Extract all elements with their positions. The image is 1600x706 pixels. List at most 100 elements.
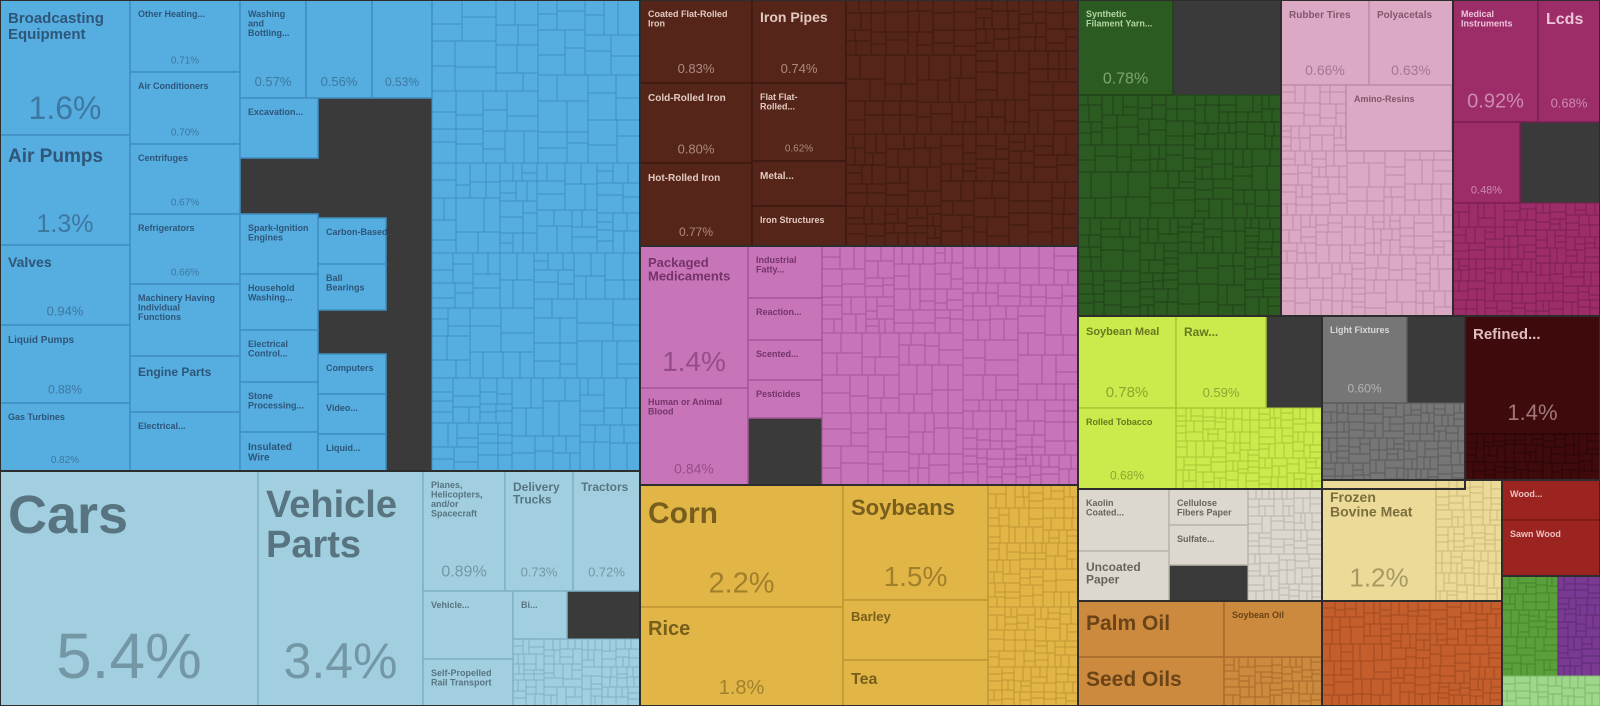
treemap-tile[interactable] xyxy=(1501,519,1600,577)
treemap-tile[interactable] xyxy=(747,339,823,381)
treemap-tile[interactable] xyxy=(1223,600,1323,658)
treemap-tile[interactable] xyxy=(751,205,847,247)
treemap-tile xyxy=(1517,582,1527,595)
tile-label: Cars xyxy=(8,485,128,545)
treemap-tile[interactable] xyxy=(317,353,387,395)
treemap-tile xyxy=(1453,546,1465,552)
treemap-tile xyxy=(850,412,869,434)
treemap-tile[interactable] xyxy=(842,484,989,601)
treemap-tile[interactable] xyxy=(639,162,753,247)
treemap-tile[interactable] xyxy=(0,0,131,136)
treemap-tile[interactable] xyxy=(129,213,241,285)
treemap-tile[interactable] xyxy=(1537,0,1600,123)
treemap-tile[interactable] xyxy=(371,0,433,99)
treemap-tile xyxy=(1469,678,1479,691)
treemap-tile[interactable] xyxy=(842,599,989,661)
treemap-tile xyxy=(1070,606,1079,625)
treemap-tile xyxy=(974,245,988,269)
treemap-tile xyxy=(626,442,641,472)
treemap-tile[interactable] xyxy=(1077,0,1174,96)
treemap-tile[interactable] xyxy=(239,273,319,331)
treemap-tile xyxy=(1247,563,1261,572)
treemap-tile xyxy=(1585,627,1600,638)
treemap-tile xyxy=(867,428,887,453)
treemap-tile xyxy=(1342,462,1354,477)
treemap-tile[interactable] xyxy=(0,244,131,326)
treemap-tile[interactable] xyxy=(512,590,568,640)
treemap-tile[interactable] xyxy=(1321,315,1408,404)
treemap-tile[interactable] xyxy=(747,297,823,341)
treemap-tile[interactable] xyxy=(239,381,319,433)
treemap-tile[interactable] xyxy=(305,0,373,99)
treemap-tile xyxy=(1120,290,1141,308)
treemap-tile[interactable] xyxy=(747,379,823,419)
treemap-tile xyxy=(593,649,603,668)
treemap-tile[interactable] xyxy=(239,97,319,159)
treemap-tile xyxy=(1258,505,1266,517)
treemap-tile xyxy=(556,686,567,706)
treemap-tile xyxy=(885,412,910,438)
treemap-tile xyxy=(973,197,996,218)
treemap-tile[interactable] xyxy=(129,283,241,357)
treemap-tile xyxy=(523,669,535,675)
treemap-tile xyxy=(1217,122,1230,134)
treemap-tile xyxy=(1439,665,1456,677)
treemap-tile[interactable] xyxy=(317,217,387,265)
treemap-tile[interactable] xyxy=(422,470,506,592)
treemap-tile[interactable] xyxy=(1168,524,1249,566)
treemap-tile[interactable] xyxy=(129,355,241,413)
treemap-tile xyxy=(1537,691,1549,698)
treemap-tile xyxy=(536,225,558,254)
treemap-tile xyxy=(994,591,1006,598)
treemap-tile xyxy=(962,282,979,294)
treemap-tile[interactable] xyxy=(639,82,753,164)
treemap-tile[interactable] xyxy=(129,143,241,215)
treemap-tile[interactable] xyxy=(842,659,989,706)
treemap-tile[interactable] xyxy=(1368,0,1454,86)
treemap-tile xyxy=(477,433,499,444)
treemap-tile[interactable] xyxy=(129,411,241,472)
treemap-tile[interactable] xyxy=(1077,550,1170,602)
treemap-tile[interactable] xyxy=(257,470,424,706)
treemap-tile xyxy=(1309,214,1317,228)
treemap-tile[interactable] xyxy=(422,658,514,706)
treemap-tile xyxy=(564,377,581,402)
treemap-tile[interactable] xyxy=(1452,121,1521,204)
treemap-tile xyxy=(1504,443,1515,463)
treemap-tile xyxy=(1033,166,1058,183)
tile-value: 0.56% xyxy=(321,74,358,89)
treemap-tile xyxy=(1248,675,1256,688)
treemap-tile[interactable] xyxy=(1345,84,1453,152)
treemap-tile xyxy=(1295,204,1313,216)
treemap-tile xyxy=(1330,411,1338,424)
treemap-tile[interactable] xyxy=(317,263,387,311)
treemap-tile[interactable] xyxy=(422,590,514,660)
treemap-tile xyxy=(622,656,630,668)
treemap-tile[interactable] xyxy=(317,393,387,435)
treemap-tile xyxy=(1139,228,1149,244)
treemap-tile[interactable] xyxy=(1077,407,1177,490)
treemap-tile xyxy=(1377,254,1390,269)
treemap-tile xyxy=(1589,299,1600,309)
treemap-tile xyxy=(1514,675,1531,684)
treemap-tile[interactable] xyxy=(1501,479,1600,521)
treemap-tile[interactable] xyxy=(1321,479,1437,602)
treemap-tile[interactable] xyxy=(751,160,847,207)
treemap-tile xyxy=(1344,273,1353,289)
treemap-tile xyxy=(1001,466,1017,475)
treemap-tile xyxy=(1390,600,1400,616)
treemap-tile[interactable] xyxy=(751,82,847,162)
treemap-tile[interactable] xyxy=(572,470,641,592)
treemap-tile[interactable] xyxy=(639,387,749,486)
treemap-tile[interactable] xyxy=(1175,315,1267,409)
treemap-tile xyxy=(1247,553,1256,565)
treemap-tile xyxy=(993,158,1010,174)
treemap-tile xyxy=(1280,112,1305,127)
treemap-tile xyxy=(1139,281,1154,290)
treemap-tile[interactable] xyxy=(129,0,241,73)
treemap-tile[interactable] xyxy=(1077,315,1177,409)
treemap-tile[interactable] xyxy=(239,213,319,275)
treemap-tile xyxy=(1366,186,1385,202)
treemap-tile xyxy=(914,232,928,247)
treemap-tile[interactable] xyxy=(317,433,387,472)
